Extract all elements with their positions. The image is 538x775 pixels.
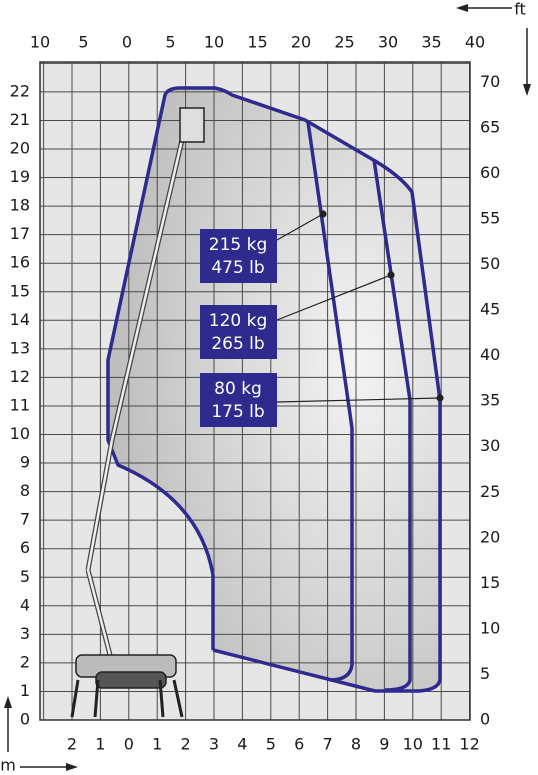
load-box bbox=[200, 373, 277, 427]
leaders bbox=[276, 210, 444, 403]
x-tick-label: 1 bbox=[152, 735, 162, 754]
top-tick-label: 40 bbox=[465, 33, 485, 52]
right-tick-label: 35 bbox=[480, 391, 500, 410]
y-tick-label: 20 bbox=[10, 139, 30, 158]
y-tick-label: 16 bbox=[10, 253, 30, 272]
y-tick-label: 22 bbox=[10, 81, 30, 100]
right-tick-label: 25 bbox=[480, 482, 500, 501]
x-tick-label: 12 bbox=[459, 735, 479, 754]
right-tick-label: 15 bbox=[480, 573, 500, 592]
x-tick-label: 7 bbox=[323, 735, 333, 754]
y-tick-label: 11 bbox=[10, 395, 30, 414]
y-tick-label: 19 bbox=[10, 167, 30, 186]
load-box bbox=[200, 229, 277, 283]
lift bbox=[70, 107, 205, 718]
top-tick-label: 30 bbox=[378, 33, 398, 52]
y-tick-label: 6 bbox=[20, 538, 30, 557]
y-tick-label: 5 bbox=[20, 567, 30, 586]
load-kg: 80 kg bbox=[214, 379, 262, 399]
load-kg: 215 kg bbox=[209, 235, 268, 255]
right-tick-label: 70 bbox=[480, 72, 500, 91]
y-tick-label: 12 bbox=[10, 367, 30, 386]
right-tick-label: 60 bbox=[480, 163, 500, 182]
top-tick-label: 5 bbox=[165, 33, 175, 52]
top-tick-label: 25 bbox=[334, 33, 354, 52]
x-tick-label: 8 bbox=[351, 735, 361, 754]
top-tick-label: 15 bbox=[247, 33, 267, 52]
envelope-215kg bbox=[306, 121, 354, 682]
tick-labels: 2 1 0 1 2 3 4 5 6 7 8 9 10 11 120123456789101112131415… bbox=[10, 33, 501, 754]
y-tick-label: 7 bbox=[20, 510, 30, 529]
y-tick-label: 10 bbox=[10, 424, 30, 443]
y-tick-label: 1 bbox=[20, 681, 30, 700]
right-tick-label: 5 bbox=[480, 664, 490, 683]
right-tick-label: 20 bbox=[480, 527, 500, 546]
load-labels: 215 kg 475 lb 120 kg 265 lb 80 kg 175 lb bbox=[200, 229, 277, 427]
top-tick-label: 0 bbox=[122, 33, 132, 52]
load-lb: 175 lb bbox=[211, 402, 264, 422]
plot-border bbox=[39, 61, 471, 721]
envelope-120kg bbox=[372, 159, 412, 692]
right-tick-label: 10 bbox=[480, 618, 500, 637]
right-tick-label: 45 bbox=[480, 300, 500, 319]
y-tick-label: 9 bbox=[20, 453, 30, 472]
y-tick-label: 18 bbox=[10, 196, 30, 215]
y-tick-label: 17 bbox=[10, 224, 30, 243]
right-tick-label: 30 bbox=[480, 436, 500, 455]
x-tick-label: 5 bbox=[266, 735, 276, 754]
top-tick-label: 20 bbox=[291, 33, 311, 52]
top-tick-label: 10 bbox=[204, 33, 224, 52]
top-tick-label: 5 bbox=[78, 33, 88, 52]
y-tick-label: 4 bbox=[20, 595, 30, 614]
x-tick-label: 1 bbox=[95, 735, 105, 754]
left-unit: m bbox=[0, 756, 16, 775]
x-tick-label: 4 bbox=[237, 735, 247, 754]
envelope-80kg bbox=[106, 86, 442, 693]
y-tick-label: 15 bbox=[10, 281, 30, 300]
x-tick-label: 9 bbox=[379, 735, 389, 754]
x-tick-label: 2 bbox=[181, 735, 191, 754]
x-tick-label: 2 bbox=[67, 735, 77, 754]
y-tick-label: 8 bbox=[20, 481, 30, 500]
right-tick-label: 50 bbox=[480, 254, 500, 273]
right-tick-label: 55 bbox=[480, 208, 500, 227]
load-lb: 265 lb bbox=[211, 334, 264, 354]
top-tick-label: 10 bbox=[30, 33, 50, 52]
y-tick-label: 13 bbox=[10, 338, 30, 357]
x-tick-label: 11 bbox=[431, 735, 451, 754]
top-unit: ft bbox=[514, 0, 526, 19]
load-lb: 475 lb bbox=[211, 258, 264, 278]
x-tick-label: 0 bbox=[124, 735, 134, 754]
x-tick-label: 6 bbox=[294, 735, 304, 754]
load-kg: 120 kg bbox=[209, 311, 268, 331]
load-box bbox=[200, 305, 277, 359]
x-tick-label: 10 bbox=[403, 735, 423, 754]
top-tick-label: 35 bbox=[421, 33, 441, 52]
y-tick-label: 14 bbox=[10, 310, 30, 329]
y-tick-label: 0 bbox=[20, 710, 30, 729]
unit-arrows bbox=[4, 4, 531, 771]
right-tick-label: 65 bbox=[480, 117, 500, 136]
y-tick-label: 2 bbox=[20, 652, 30, 671]
y-tick-label: 3 bbox=[20, 624, 30, 643]
x-tick-label: 3 bbox=[209, 735, 219, 754]
right-tick-label: 0 bbox=[480, 710, 490, 729]
y-tick-label: 21 bbox=[10, 110, 30, 129]
right-tick-label: 40 bbox=[480, 345, 500, 364]
